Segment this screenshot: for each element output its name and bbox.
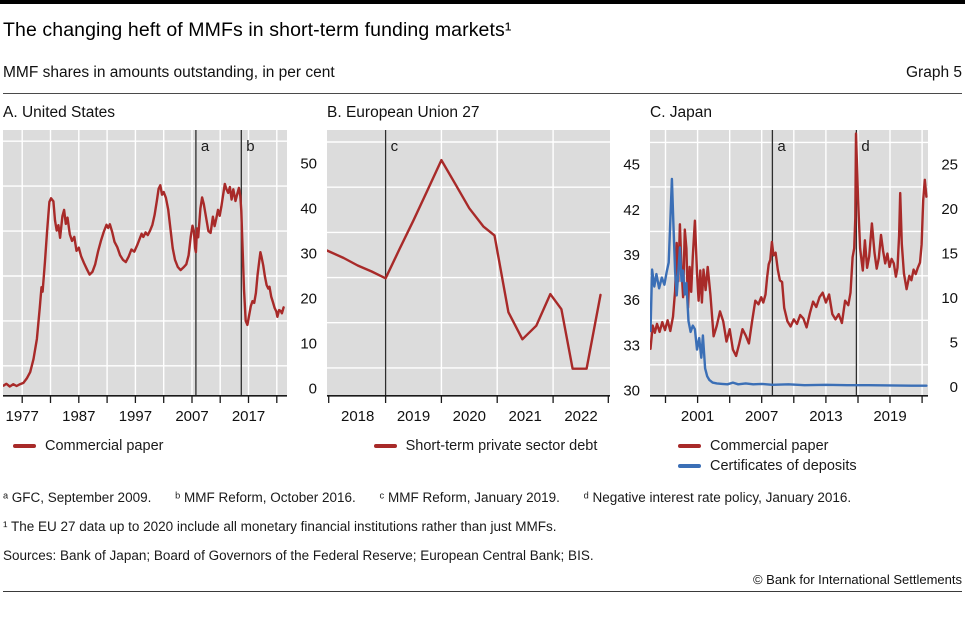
panel-b-title: B. European Union 27 <box>327 104 480 121</box>
sources-line: Sources: Bank of Japan; Board of Governo… <box>3 548 594 563</box>
footnote-b: ᵇ MMF Reform, October 2016. <box>175 490 356 505</box>
svg-text:42: 42 <box>623 202 640 219</box>
panel-b-legend: Short-term private sector debt <box>327 438 644 454</box>
svg-text:10: 10 <box>941 290 958 307</box>
svg-text:0: 0 <box>950 379 958 396</box>
panel-japan: C. Japan a d 2001 2007 2013 2019 0 5 10 15 20 25 Co… <box>650 104 962 474</box>
panel-c-title: C. Japan <box>650 104 713 121</box>
footnote-c: ᶜ MMF Reform, January 2019. <box>379 490 560 505</box>
panel-b-chart: c 2018 2019 2020 2021 2022 30 33 36 39 42 45 <box>327 130 640 425</box>
svg-text:2013: 2013 <box>809 408 842 425</box>
panel-united-states: A. United States a b 1977 1987 1997 2007 2017 0… <box>3 104 321 474</box>
legend-color-dash <box>678 464 701 468</box>
panel-a-title: A. United States <box>3 104 116 121</box>
subtitle-row: MMF shares in amounts outstanding, in pe… <box>3 64 962 82</box>
chart-subtitle: MMF shares in amounts outstanding, in pe… <box>3 64 335 81</box>
panel-european-union: B. European Union 27 c 2018 2019 2020 2021 20… <box>327 104 644 474</box>
page-title: The changing heft of MMFs in short-term … <box>3 19 512 41</box>
legend-item: Certificates of deposits <box>678 458 962 474</box>
svg-text:20: 20 <box>300 290 317 307</box>
panel-c-chart: a d 2001 2007 2013 2019 0 5 10 15 20 25 <box>650 130 958 425</box>
legend-color-dash <box>13 444 36 448</box>
svg-text:d: d <box>861 138 869 155</box>
svg-text:1977: 1977 <box>6 408 39 425</box>
graph-number-label: Graph 5 <box>905 64 962 81</box>
copyright-line: © Bank for International Settlements <box>752 572 962 587</box>
svg-text:39: 39 <box>623 247 640 264</box>
svg-text:2020: 2020 <box>453 408 486 425</box>
footnote-1: ¹ The EU 27 data up to 2020 include all … <box>3 519 557 534</box>
svg-text:45: 45 <box>623 157 640 174</box>
panels-row: A. United States a b 1977 1987 1997 2007 2017 0… <box>3 104 962 474</box>
svg-text:2019: 2019 <box>397 408 430 425</box>
svg-text:2018: 2018 <box>341 408 374 425</box>
legend-color-dash <box>373 444 397 448</box>
legend-item: Short-term private sector debt <box>373 438 598 454</box>
svg-text:40: 40 <box>300 201 317 218</box>
footnote-d: ᵈ Negative interest rate policy, January… <box>583 490 852 505</box>
svg-text:1997: 1997 <box>119 408 152 425</box>
legend-item: Commercial paper <box>13 438 321 454</box>
svg-text:2007: 2007 <box>745 408 778 425</box>
svg-text:30: 30 <box>300 246 317 263</box>
event-footnotes: ᵃ GFC, September 2009. ᵇ MMF Reform, Oct… <box>3 490 962 505</box>
svg-text:1987: 1987 <box>62 408 95 425</box>
footnotes-block: ᵃ GFC, September 2009. ᵇ MMF Reform, Oct… <box>3 490 962 592</box>
legend-label: Commercial paper <box>45 438 164 454</box>
legend-color-dash <box>678 444 701 448</box>
svg-text:2007: 2007 <box>175 408 208 425</box>
legend-item: Commercial paper <box>678 438 962 454</box>
svg-text:20: 20 <box>941 201 958 218</box>
svg-text:10: 10 <box>300 335 317 352</box>
svg-text:a: a <box>201 138 210 155</box>
header-divider <box>3 93 962 94</box>
bottom-divider <box>3 591 962 592</box>
svg-text:15: 15 <box>941 246 958 263</box>
svg-text:2001: 2001 <box>681 408 714 425</box>
top-black-bar <box>0 0 965 4</box>
svg-text:2021: 2021 <box>509 408 542 425</box>
svg-text:25: 25 <box>941 157 958 174</box>
svg-text:36: 36 <box>623 292 640 309</box>
panel-a-chart: a b 1977 1987 1997 2007 2017 0 10 20 30 40 50 <box>3 130 317 425</box>
svg-text:2022: 2022 <box>564 408 597 425</box>
svg-text:b: b <box>246 138 254 155</box>
svg-text:0: 0 <box>309 380 317 397</box>
panel-a-legend: Commercial paper <box>3 438 321 454</box>
svg-text:2017: 2017 <box>232 408 265 425</box>
svg-text:50: 50 <box>300 156 317 173</box>
legend-label: Certificates of deposits <box>710 458 857 474</box>
svg-text:33: 33 <box>623 337 640 354</box>
legend-label: Commercial paper <box>710 438 829 454</box>
svg-text:5: 5 <box>950 335 958 352</box>
svg-text:2019: 2019 <box>873 408 906 425</box>
legend-label: Short-term private sector debt <box>405 438 598 454</box>
panel-c-legend: Commercial paper Certificates of deposits <box>650 438 962 474</box>
svg-text:c: c <box>391 138 399 155</box>
footnote-a: ᵃ GFC, September 2009. <box>3 490 152 505</box>
svg-text:30: 30 <box>623 383 640 400</box>
svg-text:a: a <box>777 138 786 155</box>
